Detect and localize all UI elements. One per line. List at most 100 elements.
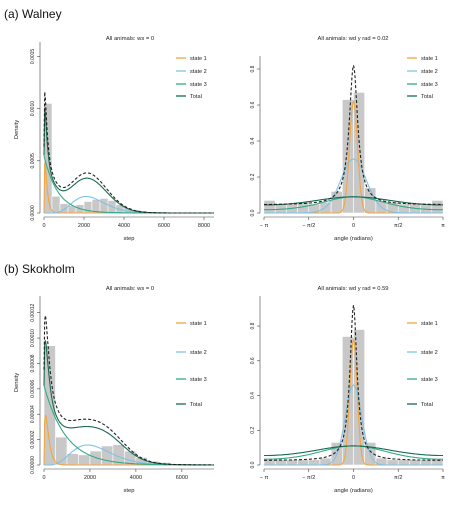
bar bbox=[286, 459, 298, 466]
y-tick-label: 0.00006 bbox=[30, 380, 36, 398]
series-total bbox=[43, 107, 214, 214]
y-tick-label: 0.0 bbox=[250, 461, 256, 468]
series-total bbox=[43, 340, 214, 466]
y-tick-label: 0.6 bbox=[250, 357, 256, 364]
chart-panel-3: All animals: ws = 0 0 2000 4000 6000 0.00000 0… bbox=[14, 286, 217, 494]
bar bbox=[51, 196, 61, 214]
x-tick-label: π/2 bbox=[394, 223, 402, 229]
bar bbox=[99, 198, 109, 214]
y-tick-label: 0.00010 bbox=[30, 329, 36, 347]
legend: state 1 state 2 state 3 Total bbox=[176, 56, 207, 100]
y-tick-label: 0.00000 bbox=[30, 456, 36, 474]
bar bbox=[308, 459, 321, 466]
x-tick-label: 0 bbox=[42, 223, 45, 229]
legend-entry: state 3 bbox=[421, 82, 438, 88]
legend-entry: state 3 bbox=[190, 82, 207, 88]
bar bbox=[409, 459, 421, 466]
series-state-2 bbox=[264, 158, 443, 214]
legend-entry: Total bbox=[421, 94, 433, 100]
y-tick-label: 0.00004 bbox=[30, 405, 36, 423]
y-axis-label: Density bbox=[14, 373, 20, 392]
x-tick-label: 0 bbox=[352, 223, 355, 229]
legend-entry: state 1 bbox=[190, 321, 207, 327]
histogram-bars bbox=[263, 92, 444, 214]
legend-entry: Total bbox=[190, 94, 202, 100]
x-tick-label: − π bbox=[260, 223, 269, 229]
bar bbox=[364, 187, 377, 214]
legend: state 1 state 2 state 3 Total bbox=[176, 321, 207, 408]
y-tick-label: 0.4 bbox=[250, 392, 256, 399]
bar bbox=[431, 200, 444, 214]
y-tick-label: 0.0005 bbox=[30, 153, 36, 169]
y-tick-label: 0.0000 bbox=[30, 205, 36, 221]
x-tick-label: π/2 bbox=[394, 475, 402, 481]
series-state-2 bbox=[264, 384, 443, 466]
series-total bbox=[264, 445, 443, 457]
x-tick-label: 6000 bbox=[158, 223, 170, 229]
y-tick-label: 0.6 bbox=[250, 101, 256, 108]
section-label-walney: (a) Walney bbox=[4, 7, 62, 21]
bar bbox=[386, 459, 399, 466]
x-axis-label: step bbox=[124, 236, 135, 242]
x-axis-label: step bbox=[124, 488, 135, 494]
legend-entry: state 2 bbox=[421, 350, 438, 356]
y-tick-label: 0.0 bbox=[250, 209, 256, 216]
legend: state 1 state 2 state 3 Total bbox=[407, 321, 438, 408]
bar bbox=[397, 459, 410, 466]
chart-title: All animals: ws = 0 bbox=[106, 286, 154, 292]
legend-entry: Total bbox=[190, 402, 202, 408]
histogram-bars bbox=[263, 329, 444, 466]
legend-entry: state 1 bbox=[421, 56, 438, 62]
x-axis-label: angle (radians) bbox=[334, 236, 373, 242]
bar bbox=[263, 200, 276, 214]
y-tick-label: 0.2 bbox=[250, 173, 256, 180]
chart-title: All animals: wd y rad = 0.59 bbox=[317, 286, 388, 292]
x-tick-label: − π/2 bbox=[302, 223, 315, 229]
y-tick-label: 0.8 bbox=[250, 322, 256, 329]
x-tick-label: 0 bbox=[42, 475, 45, 481]
x-tick-label: − π bbox=[260, 475, 269, 481]
y-tick-label: 0.4 bbox=[250, 137, 256, 144]
bar bbox=[330, 191, 343, 214]
chart-panel-1: All animals: ws = 0 0 2000 4000 6000 8000 0.00… bbox=[14, 36, 214, 242]
legend-entry: state 2 bbox=[421, 69, 438, 75]
x-tick-label: 4000 bbox=[118, 223, 130, 229]
x-tick-label: 6000 bbox=[176, 475, 188, 481]
x-tick-label: 8000 bbox=[198, 223, 210, 229]
x-tick-label: 2000 bbox=[84, 475, 96, 481]
bar bbox=[78, 454, 91, 466]
bar bbox=[353, 92, 365, 214]
histogram-bars bbox=[43, 103, 205, 214]
series-dashed bbox=[264, 305, 443, 461]
y-tick-label: 0.0010 bbox=[30, 101, 36, 117]
legend-entry: state 2 bbox=[190, 350, 207, 356]
chart-title: All animals: ws = 0 bbox=[106, 36, 154, 42]
series-dashed bbox=[264, 65, 443, 205]
y-tick-label: 0.00012 bbox=[30, 303, 36, 321]
chart-title: All animals: wd y rad = 0.02 bbox=[317, 36, 388, 42]
series-dashed bbox=[43, 315, 214, 466]
legend-entry: state 1 bbox=[190, 56, 207, 62]
x-tick-label: π bbox=[441, 475, 445, 481]
y-tick-label: 0.00008 bbox=[30, 354, 36, 372]
y-tick-label: 0.2 bbox=[250, 427, 256, 434]
legend: state 1 state 2 state 3 Total bbox=[407, 56, 438, 100]
chart-panel-2: All animals: wd y rad = 0.02 − π − π/2 0 π/2… bbox=[250, 36, 445, 242]
bar bbox=[101, 445, 114, 466]
section-label-skokholm: (b) Skokholm bbox=[4, 262, 75, 276]
x-tick-label: π bbox=[441, 223, 445, 229]
legend-entry: state 2 bbox=[190, 69, 207, 75]
x-axis-label: angle (radians) bbox=[334, 488, 373, 494]
bar bbox=[297, 459, 310, 466]
legend-entry: state 1 bbox=[421, 321, 438, 327]
y-tick-label: 0.8 bbox=[250, 65, 256, 72]
x-tick-label: 0 bbox=[352, 475, 355, 481]
y-tick-label: 0.00002 bbox=[30, 430, 36, 448]
legend-entry: state 3 bbox=[421, 377, 438, 383]
legend-entry: Total bbox=[421, 402, 433, 408]
x-tick-label: 2000 bbox=[78, 223, 90, 229]
legend-entry: state 3 bbox=[190, 377, 207, 383]
chart-panel-4: All animals: wd y rad = 0.59 − π − π/2 0 π/2… bbox=[250, 286, 445, 494]
y-tick-label: 0.0015 bbox=[30, 49, 36, 65]
